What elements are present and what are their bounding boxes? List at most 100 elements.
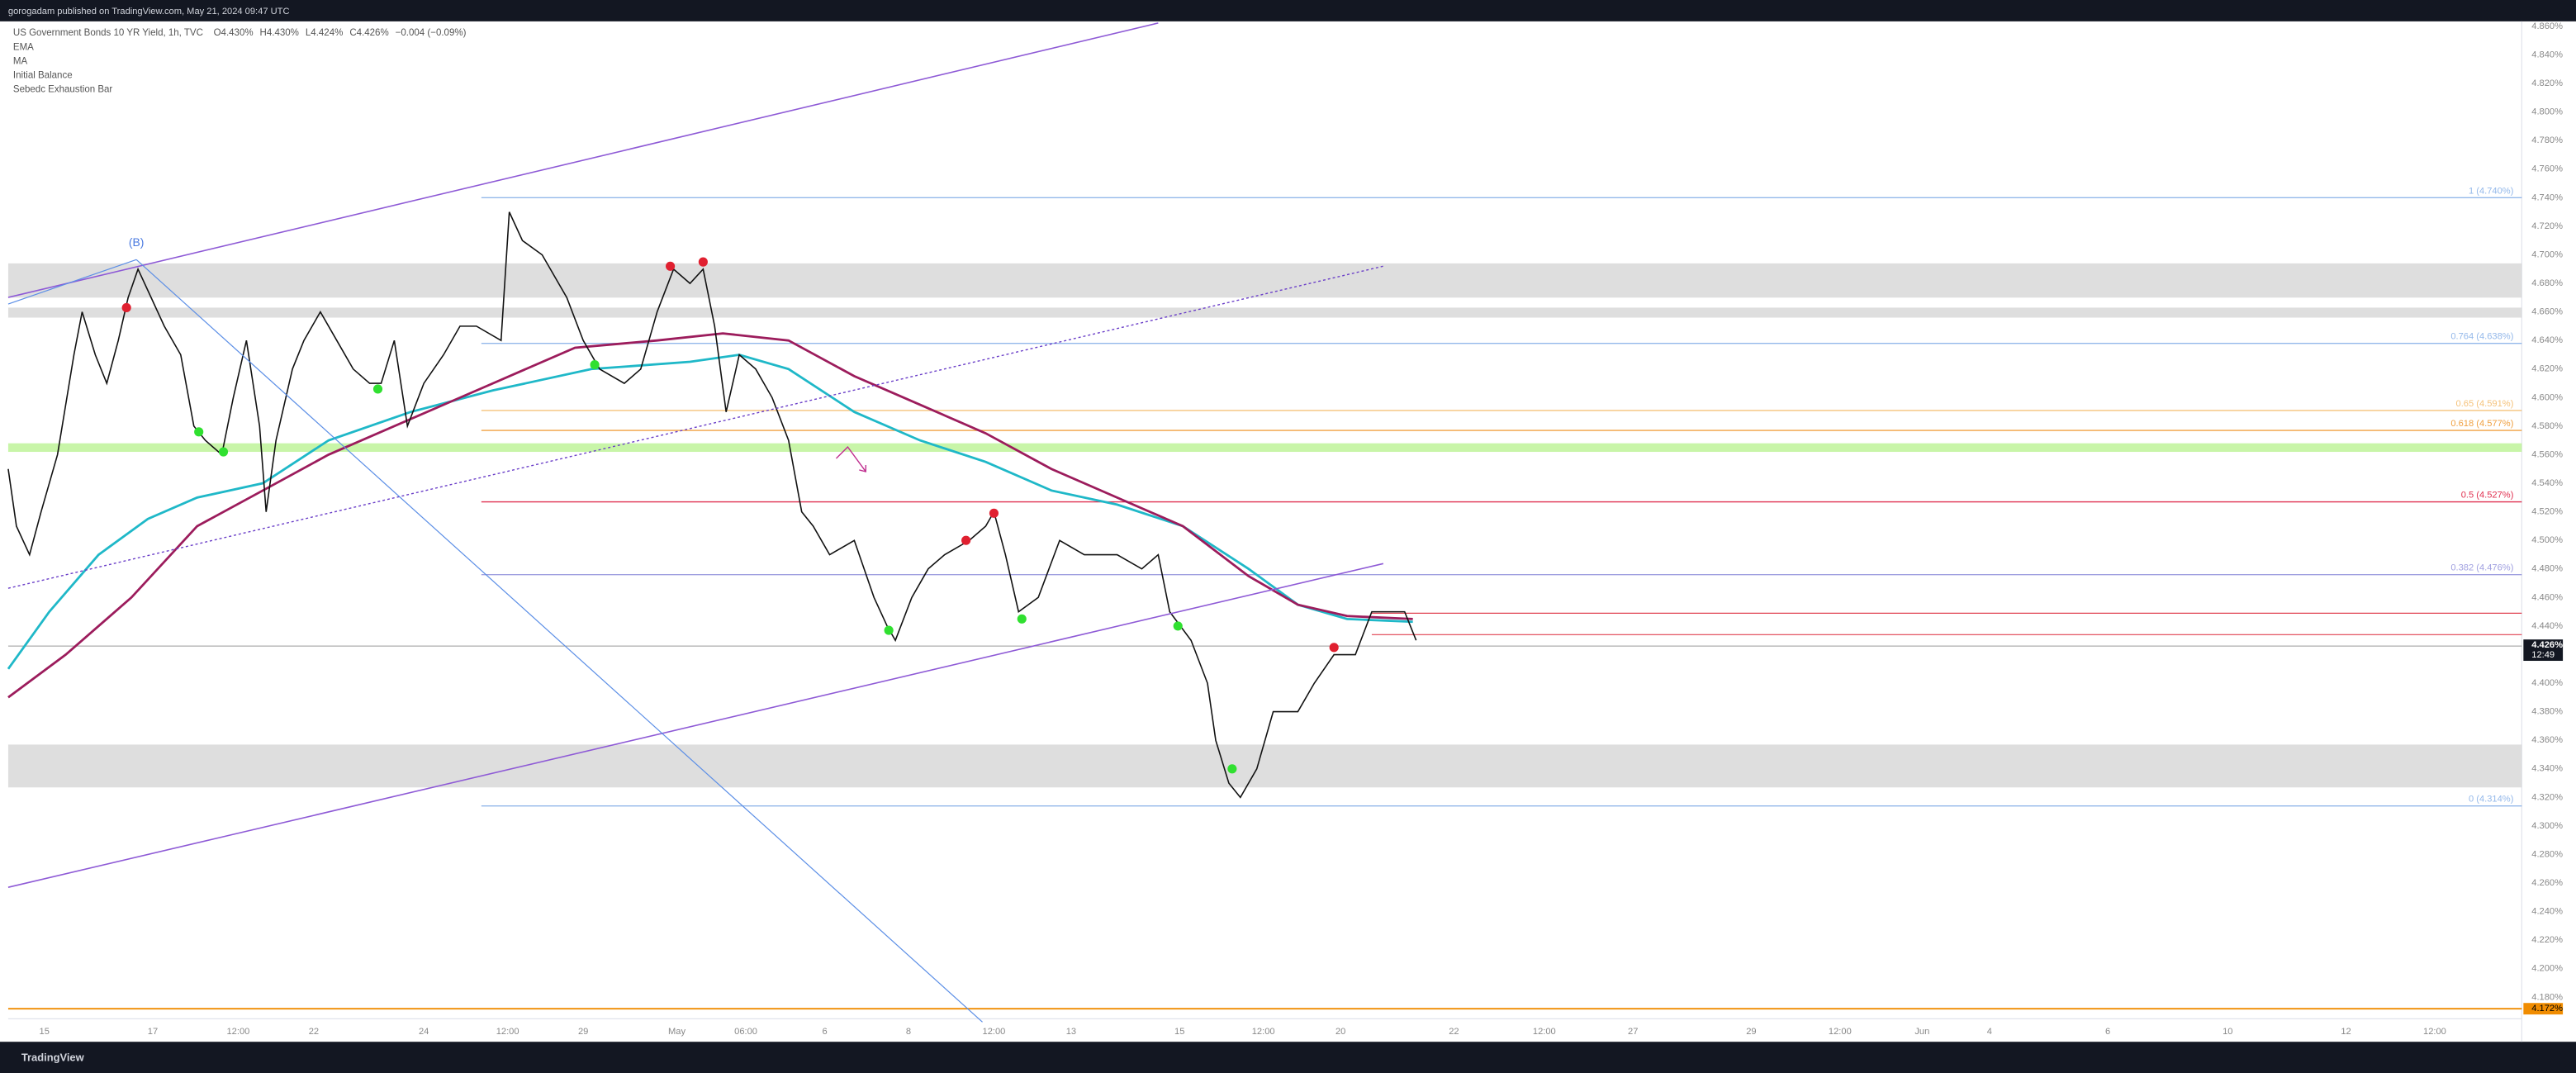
signal-dot xyxy=(698,257,708,267)
signal-dot xyxy=(590,360,600,370)
x-tick-label: 6 xyxy=(2105,1027,2110,1037)
signal-dot xyxy=(1227,764,1237,774)
y-tick-label: 4.660% xyxy=(2531,307,2563,317)
signal-dot xyxy=(961,535,971,545)
y-tick-label: 4.400% xyxy=(2531,678,2563,688)
x-tick-label: May xyxy=(668,1027,686,1037)
x-tick-label: 20 xyxy=(1335,1027,1345,1037)
y-tick-label: 4.360% xyxy=(2531,735,2563,745)
y-tick-label: 4.460% xyxy=(2531,592,2563,602)
fib-label: 0.382 (4.476%) xyxy=(2450,563,2513,573)
x-tick-label: 22 xyxy=(309,1027,319,1037)
indicator: Sebedc Exhaustion Bar xyxy=(13,84,113,94)
x-tick-label: 12:00 xyxy=(227,1027,250,1037)
y-tick-label: 4.380% xyxy=(2531,707,2563,717)
ohlc-value: −0.004 (−0.09%) xyxy=(396,28,467,38)
countdown: 12:49 xyxy=(2531,650,2555,660)
x-tick-label: Jun xyxy=(1914,1027,1929,1037)
indicator: Initial Balance xyxy=(13,71,73,81)
ma-line xyxy=(7,354,1413,670)
y-tick-label: 4.260% xyxy=(2531,878,2563,888)
price-line xyxy=(7,211,1417,799)
y-tick-label: 4.300% xyxy=(2531,821,2563,831)
y-tick-label: 4.700% xyxy=(2531,249,2563,259)
y-tick-label: 4.520% xyxy=(2531,507,2563,517)
x-tick-label: 12 xyxy=(2341,1027,2351,1037)
y-tick-label: 4.580% xyxy=(2531,421,2563,431)
y-tick-label: 4.480% xyxy=(2531,564,2563,574)
y-tick-label: 4.740% xyxy=(2531,192,2563,202)
brand: TradingView xyxy=(21,1052,85,1064)
bottom-bar xyxy=(0,1042,2576,1073)
y-tick-label: 4.640% xyxy=(2531,335,2563,345)
wave-label: (B) xyxy=(129,235,145,249)
ohlc-value: O4.430% xyxy=(214,28,254,38)
y-tick-label: 4.320% xyxy=(2531,792,2563,802)
signal-dot xyxy=(1329,643,1339,653)
y-tick-label: 4.500% xyxy=(2531,535,2563,545)
ma-line xyxy=(7,332,1413,699)
y-tick-label: 4.820% xyxy=(2531,78,2563,88)
trend-line-dotted xyxy=(7,265,1384,589)
signal-dot xyxy=(666,261,676,271)
last-price-tag xyxy=(2523,639,2564,662)
y-tick-label: 4.280% xyxy=(2531,849,2563,859)
y-tick-label: 4.180% xyxy=(2531,992,2563,1002)
signal-dot xyxy=(372,384,383,394)
top-bar xyxy=(0,0,2576,21)
x-tick-label: 10 xyxy=(2223,1027,2232,1037)
x-tick-label: 12:00 xyxy=(2423,1027,2446,1037)
fib-label: 0 (4.314%) xyxy=(2469,795,2514,805)
publisher: gorogadam published on TradingView.com, … xyxy=(8,7,290,17)
y-tick-label: 4.560% xyxy=(2531,449,2563,459)
fib-label: 0.5 (4.527%) xyxy=(2461,491,2514,501)
y-tick-label: 4.860% xyxy=(2531,21,2563,31)
signal-dot xyxy=(989,508,999,518)
y-tick-label: 4.760% xyxy=(2531,164,2563,174)
y-tick-label: 4.340% xyxy=(2531,764,2563,774)
ohlc: O4.430% H4.430% L4.424% C4.426% −0.004 (−0.0… xyxy=(214,28,467,38)
x-tick-label: 6 xyxy=(822,1027,827,1037)
x-tick-label: 12:00 xyxy=(496,1027,519,1037)
zone xyxy=(7,263,2522,298)
signal-dot xyxy=(884,625,894,635)
support-tag xyxy=(2523,1003,2564,1015)
x-tick-label: 12:00 xyxy=(1252,1027,1275,1037)
x-tick-label: 15 xyxy=(40,1027,50,1037)
y-tick-label: 4.600% xyxy=(2531,392,2563,402)
y-tick-label: 4.720% xyxy=(2531,221,2563,231)
x-tick-label: 12:00 xyxy=(983,1027,1006,1037)
x-tick-label: 12:00 xyxy=(1533,1027,1556,1037)
ohlc-value: C4.426% xyxy=(349,28,388,38)
x-tick-label: 29 xyxy=(578,1027,588,1037)
fib-label: 0.65 (4.591%) xyxy=(2456,399,2514,409)
y-tick-label: 4.800% xyxy=(2531,107,2563,117)
x-tick-label: 13 xyxy=(1066,1027,1076,1037)
signal-dot xyxy=(1173,621,1183,631)
legend-entry: MA xyxy=(13,57,28,67)
fib-label: 0.618 (4.577%) xyxy=(2450,419,2513,429)
trend-line xyxy=(7,22,1159,298)
y-tick-label: 4.220% xyxy=(2531,935,2563,945)
x-tick-label: 12:00 xyxy=(1829,1027,1852,1037)
ohlc-value: L4.424% xyxy=(306,28,343,38)
y-tick-label: 4.680% xyxy=(2531,278,2563,288)
x-tick-label: 8 xyxy=(906,1027,911,1037)
trend-line xyxy=(7,563,1384,888)
x-tick-label: 4 xyxy=(1987,1027,1992,1037)
legend: EMA MA Initial Balance Sebedc Exhaustion Ba… xyxy=(13,43,113,95)
wave-line xyxy=(135,259,983,1023)
signal-dot xyxy=(194,427,204,437)
last-price-label: 4.426% xyxy=(2531,640,2563,650)
y-tick-label: 4.840% xyxy=(2531,50,2563,59)
x-tick-label: 06:00 xyxy=(734,1027,757,1037)
y-tick-label: 4.620% xyxy=(2531,364,2563,374)
signal-dot xyxy=(1017,614,1027,624)
x-tick-label: 22 xyxy=(1449,1027,1459,1037)
x-tick-label: 15 xyxy=(1174,1027,1184,1037)
x-tick-label: 27 xyxy=(1628,1027,1638,1037)
wave-line xyxy=(7,259,137,305)
y-tick-label: 4.240% xyxy=(2531,907,2563,917)
plot: 4.180% 4.200% 4.220% 4.240% 4.260% 4.280% 4.30… xyxy=(7,21,2564,1037)
